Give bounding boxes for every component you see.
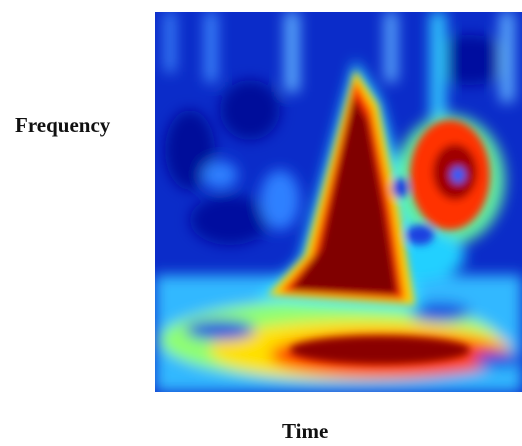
x-axis-label: Time bbox=[282, 419, 329, 443]
scalogram-image bbox=[155, 12, 522, 392]
y-axis-label: Frequency bbox=[15, 113, 111, 137]
